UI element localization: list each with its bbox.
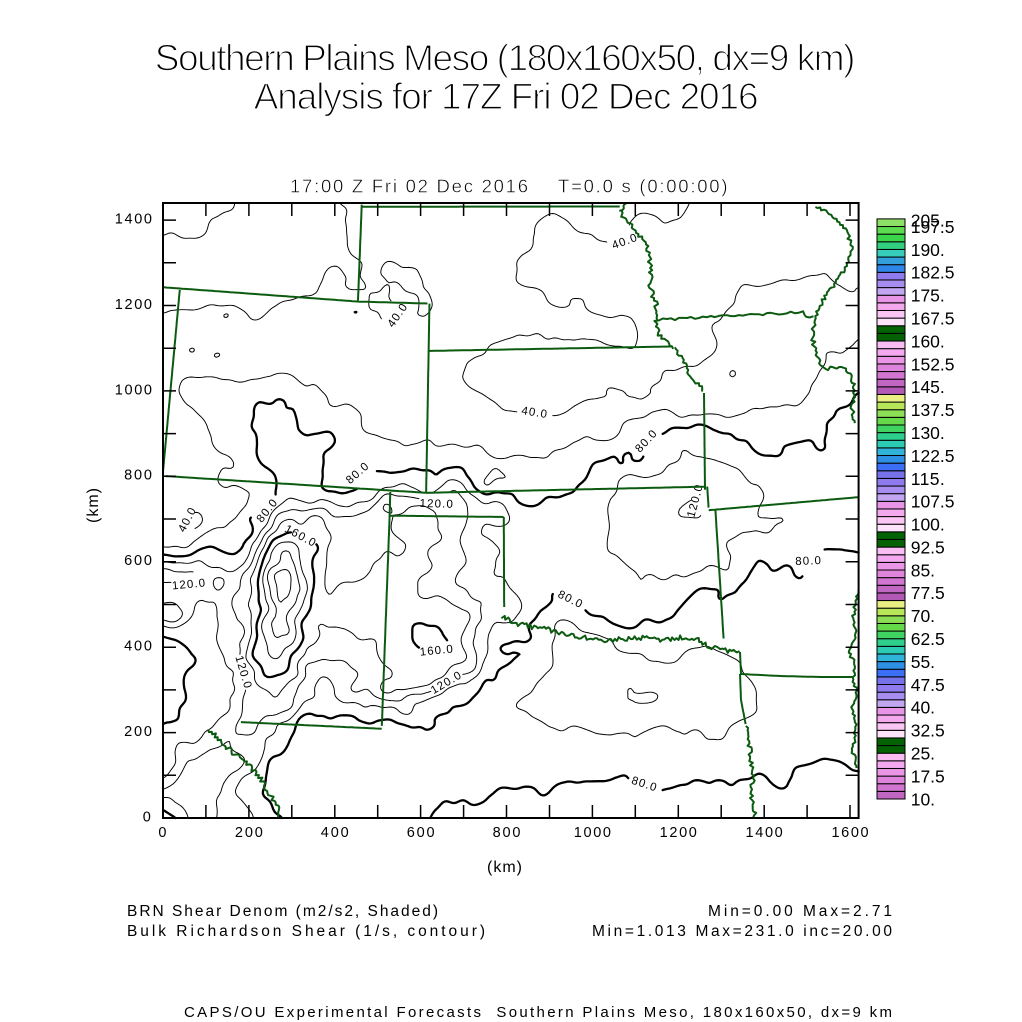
svg-text:145.: 145.: [911, 377, 945, 397]
svg-text:BRN Shear Denom (m2/s2, Shaded: BRN Shear Denom (m2/s2, Shaded): [127, 903, 438, 920]
svg-text:1400: 1400: [115, 211, 152, 227]
svg-text:40.0: 40.0: [520, 405, 548, 421]
svg-text:92.5: 92.5: [911, 537, 945, 557]
svg-text:0: 0: [158, 825, 166, 841]
svg-text:190.: 190.: [911, 240, 945, 260]
svg-text:400: 400: [321, 825, 349, 841]
svg-text:Analysis for 17Z Fri 02 Dec 20: Analysis for 17Z Fri 02 Dec 2016: [254, 76, 759, 117]
svg-text:800: 800: [124, 468, 152, 484]
svg-text:152.5: 152.5: [911, 354, 955, 374]
svg-text:25.: 25.: [911, 744, 935, 764]
svg-text:107.5: 107.5: [911, 492, 955, 512]
svg-text:197.5: 197.5: [911, 217, 955, 237]
svg-text:Min=1.013 Max=231.0 inc=20.00: Min=1.013 Max=231.0 inc=20.00: [592, 923, 892, 940]
svg-text:100.: 100.: [911, 515, 945, 535]
svg-text:(km): (km): [85, 487, 102, 523]
svg-text:1000: 1000: [574, 825, 611, 841]
svg-text:Min=0.00 Max=2.71: Min=0.00 Max=2.71: [708, 903, 892, 920]
svg-text:120.0: 120.0: [171, 577, 206, 592]
svg-text:32.5: 32.5: [911, 721, 945, 741]
svg-text:10.: 10.: [911, 789, 935, 809]
svg-text:122.5: 122.5: [911, 446, 955, 466]
svg-text:0: 0: [143, 809, 151, 825]
svg-text:600: 600: [407, 825, 435, 841]
svg-text:70.: 70.: [911, 606, 935, 626]
svg-text:800: 800: [493, 825, 521, 841]
svg-text:137.5: 137.5: [911, 400, 955, 420]
svg-text:160.0: 160.0: [419, 643, 454, 658]
svg-text:62.5: 62.5: [911, 629, 945, 649]
svg-text:85.: 85.: [911, 560, 935, 580]
svg-text:1200: 1200: [660, 825, 697, 841]
svg-text:CAPS/OU Experimental Forecasts: CAPS/OU Experimental Forecasts Southern …: [184, 1004, 892, 1021]
svg-text:400: 400: [124, 639, 152, 655]
svg-text:600: 600: [124, 553, 152, 569]
svg-text:120.0: 120.0: [419, 498, 454, 511]
svg-text:80.0: 80.0: [795, 555, 822, 568]
svg-text:182.5: 182.5: [911, 263, 955, 283]
svg-text:160.: 160.: [911, 331, 945, 351]
svg-text:1000: 1000: [115, 382, 152, 398]
svg-text:175.: 175.: [911, 286, 945, 306]
svg-text:40.: 40.: [911, 698, 935, 718]
svg-text:77.5: 77.5: [911, 583, 945, 603]
svg-text:115.: 115.: [911, 469, 945, 489]
svg-text:Bulk Richardson Shear (1/s, co: Bulk Richardson Shear (1/s, contour): [127, 923, 485, 940]
svg-text:(km): (km): [487, 859, 523, 876]
svg-text:1600: 1600: [831, 825, 868, 841]
svg-text:17.5: 17.5: [911, 766, 945, 786]
svg-text:T=0.0 s (0:00:00): T=0.0 s (0:00:00): [558, 175, 728, 196]
svg-text:1400: 1400: [746, 825, 783, 841]
svg-text:200: 200: [124, 724, 152, 740]
svg-text:Southern Plains Meso (180x160x: Southern Plains Meso (180x160x50, dx=9 k…: [155, 37, 856, 78]
svg-text:167.5: 167.5: [911, 309, 955, 329]
svg-text:17:00 Z Fri 02 Dec 2016: 17:00 Z Fri 02 Dec 2016: [290, 175, 528, 196]
svg-text:1200: 1200: [115, 297, 152, 313]
svg-text:200: 200: [235, 825, 263, 841]
svg-text:205.: 205.: [911, 210, 945, 230]
svg-text:55.: 55.: [911, 652, 935, 672]
svg-text:130.: 130.: [911, 423, 945, 443]
svg-text:47.5: 47.5: [911, 675, 945, 695]
